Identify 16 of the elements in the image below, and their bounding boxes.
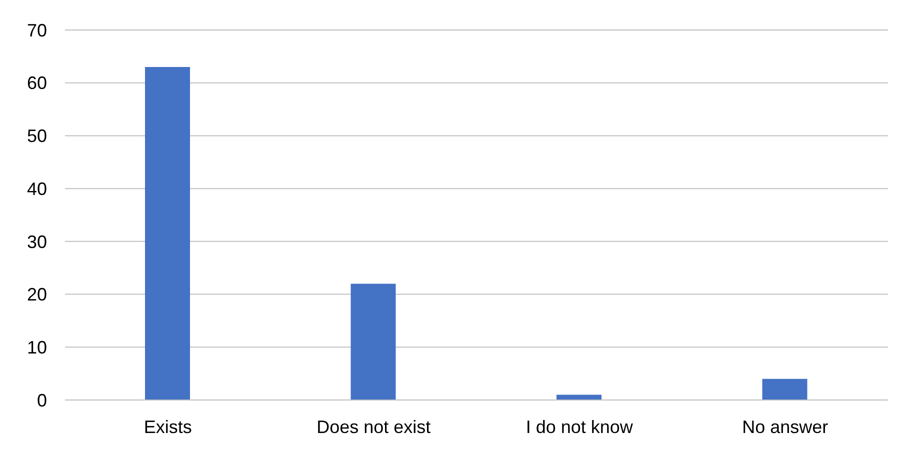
y-tick-label: 20 bbox=[26, 284, 47, 305]
bar bbox=[350, 284, 396, 400]
x-tick-label: Does not exist bbox=[316, 416, 431, 437]
y-tick-label: 60 bbox=[26, 73, 47, 94]
y-tick-label: 10 bbox=[26, 338, 47, 358]
y-tick-label: 40 bbox=[26, 178, 47, 199]
y-tick-label: 30 bbox=[26, 232, 47, 252]
y-tick-label: 70 bbox=[26, 20, 47, 40]
x-tick-label: Exists bbox=[144, 416, 192, 437]
bar bbox=[556, 394, 602, 400]
x-tick-label: I do not know bbox=[526, 416, 634, 437]
bar bbox=[762, 378, 808, 400]
y-tick-label: 50 bbox=[26, 126, 47, 146]
y-tick-label: 0 bbox=[36, 390, 47, 410]
bar bbox=[145, 67, 190, 400]
x-tick-label: No answer bbox=[742, 416, 828, 437]
